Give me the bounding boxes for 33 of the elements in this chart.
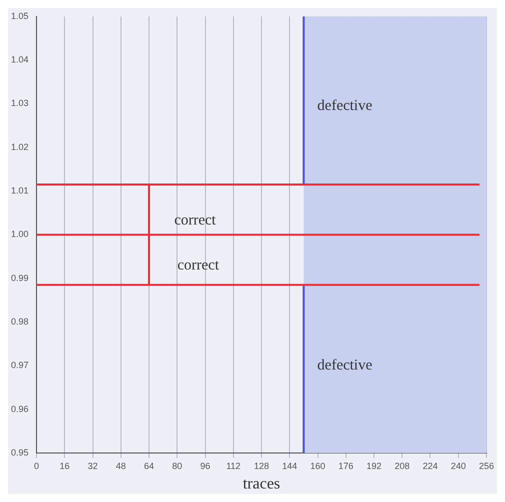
y-tick-label: 0.99 bbox=[10, 272, 29, 283]
y-tick-label: 1.00 bbox=[10, 229, 29, 240]
y-tick-label: 1.02 bbox=[10, 142, 29, 152]
x-axis-title: traces bbox=[242, 476, 280, 493]
x-tick-label: 48 bbox=[116, 460, 126, 471]
annotation: correct bbox=[174, 212, 217, 229]
y-tick-label: 1.03 bbox=[10, 98, 29, 108]
y-tick-label: 0.95 bbox=[10, 447, 29, 458]
x-tick-label: 16 bbox=[60, 460, 70, 471]
x-tick-label: 240 bbox=[450, 460, 466, 471]
y-tick-label: 1.01 bbox=[10, 186, 29, 196]
annotation: defective bbox=[317, 98, 373, 114]
x-tick-label: 112 bbox=[226, 460, 241, 471]
x-tick-label: 0 bbox=[34, 460, 40, 471]
x-tick-label: 128 bbox=[254, 460, 270, 471]
x-tick-label: 64 bbox=[144, 460, 154, 471]
annotation: defective bbox=[317, 358, 373, 374]
x-tick-label: 208 bbox=[394, 460, 410, 471]
y-tick-label: 0.97 bbox=[10, 360, 29, 370]
y-tick-label: 1.05 bbox=[10, 10, 29, 21]
x-tick-label: 96 bbox=[200, 460, 210, 471]
x-tick-label: 80 bbox=[172, 460, 182, 471]
x-tick-label: 144 bbox=[282, 460, 298, 471]
x-tick-label: 224 bbox=[422, 460, 438, 471]
annotation: correct bbox=[177, 258, 220, 274]
y-tick-label: 1.04 bbox=[10, 54, 29, 65]
x-tick-label: 160 bbox=[310, 460, 326, 471]
x-tick-label: 32 bbox=[88, 460, 98, 471]
x-tick-label: 256 bbox=[478, 460, 494, 471]
x-tick-label: 192 bbox=[366, 460, 382, 471]
x-tick-label: 176 bbox=[338, 460, 354, 471]
y-tick-label: 0.98 bbox=[10, 316, 29, 327]
y-tick-label: 0.96 bbox=[10, 404, 29, 414]
